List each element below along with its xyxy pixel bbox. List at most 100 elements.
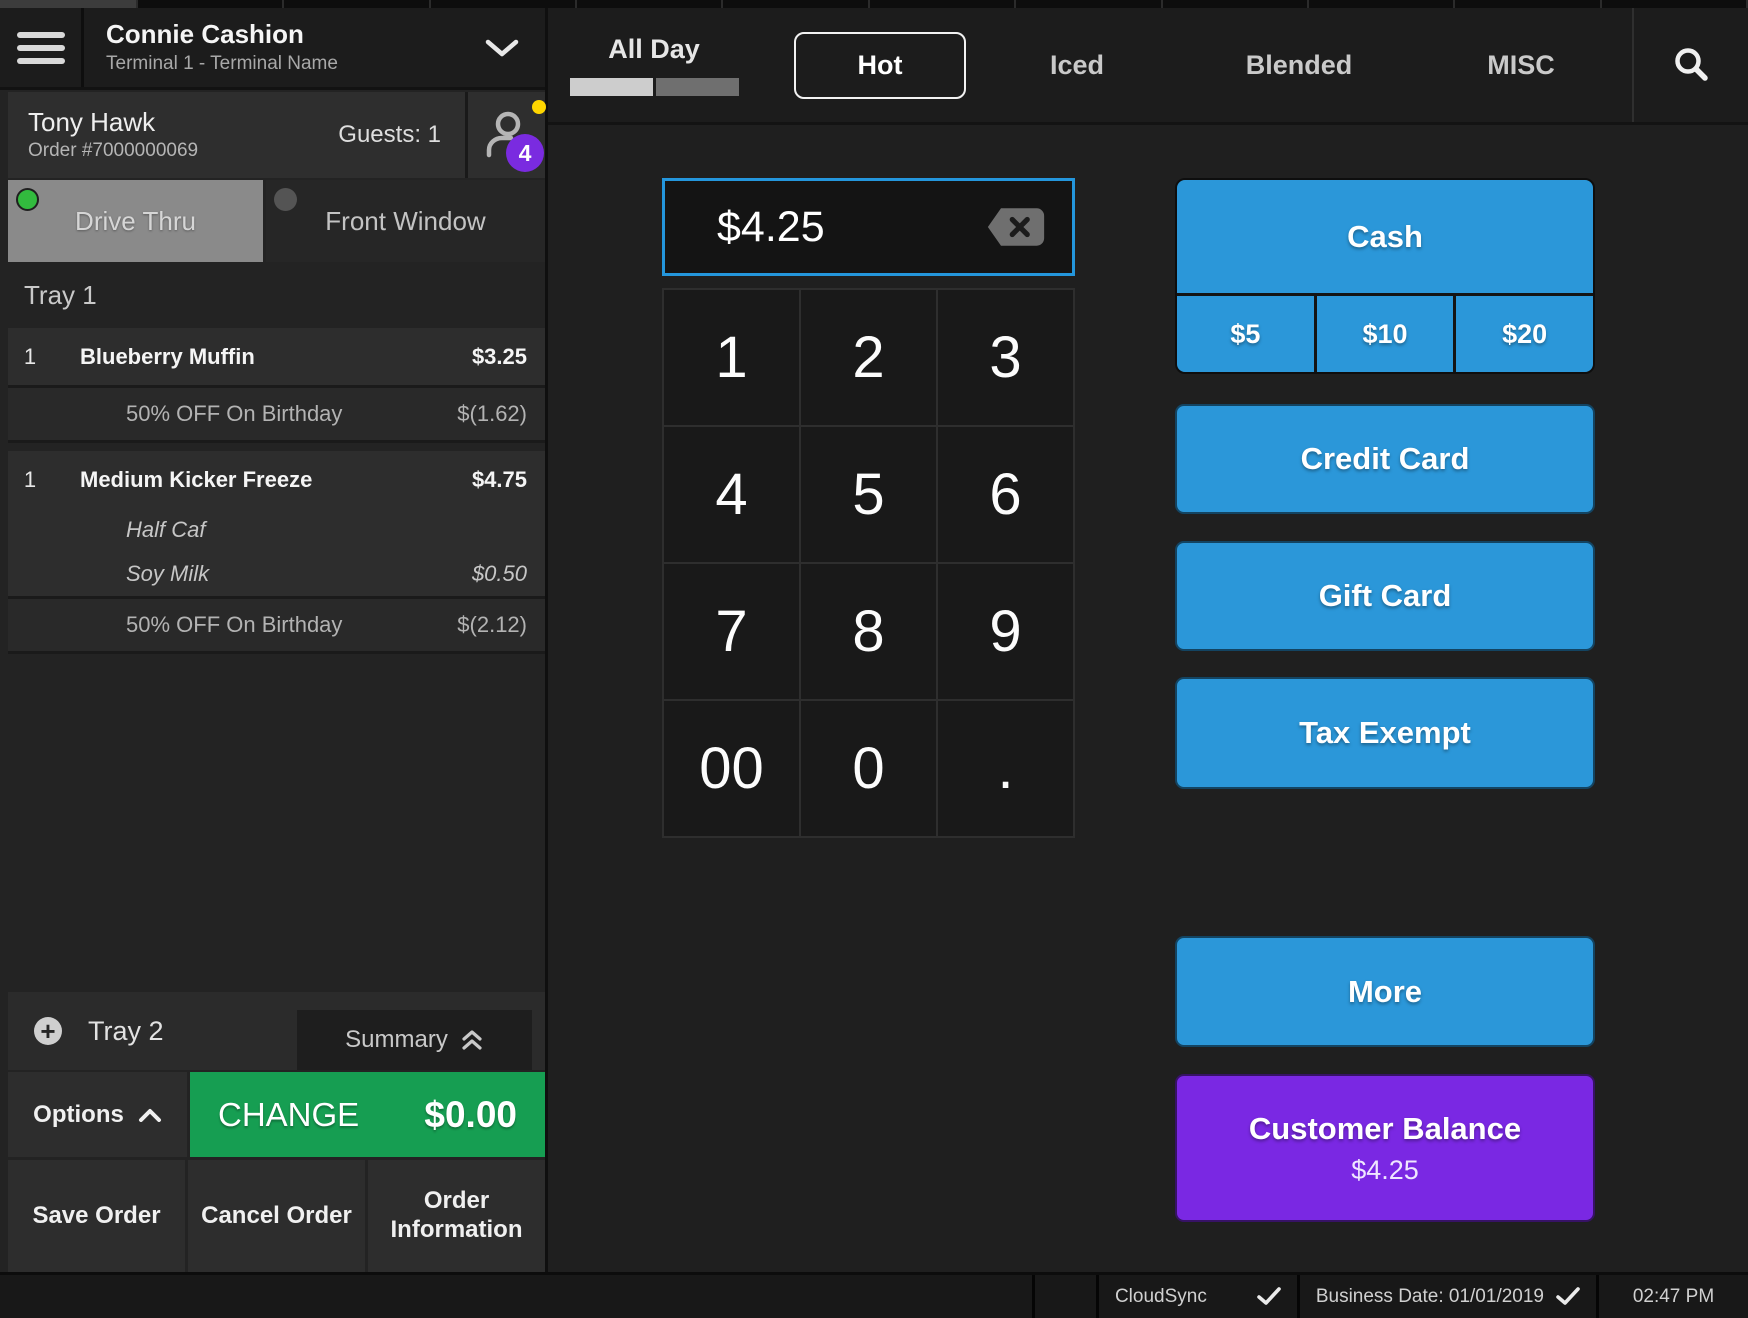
business-date-status: Business Date: 01/01/2019 xyxy=(1296,1275,1596,1318)
tab-misc[interactable]: MISC xyxy=(1487,49,1555,80)
progress-filled xyxy=(569,78,653,96)
tab-front-window[interactable]: Front Window xyxy=(266,180,545,262)
numpad-key-8[interactable]: 8 xyxy=(801,564,936,699)
tab-all-day[interactable]: All Day xyxy=(548,34,760,96)
page-strip-segment[interactable] xyxy=(284,0,431,8)
page-strip-segment[interactable] xyxy=(431,0,578,8)
terminal-title-block[interactable]: Connie Cashion Terminal 1 - Terminal Nam… xyxy=(106,19,338,75)
numpad-key-6[interactable]: 6 xyxy=(938,427,1073,562)
gift-card-button[interactable]: Gift Card xyxy=(1175,541,1595,651)
page-strip-segment[interactable] xyxy=(870,0,1017,8)
customer-balance-button[interactable]: Customer Balance $4.25 xyxy=(1175,1074,1595,1222)
order-item-group: 1 Medium Kicker Freeze $4.75 Half Caf So… xyxy=(8,451,545,654)
order-panel: Connie Cashion Terminal 1 - Terminal Nam… xyxy=(0,8,548,1272)
chevron-down-icon[interactable] xyxy=(485,39,519,57)
order-item-row[interactable]: 1 Blueberry Muffin $3.25 xyxy=(8,328,545,385)
item-discount-row[interactable]: 50% OFF On Birthday $(2.12) xyxy=(8,596,545,654)
denom-10-button[interactable]: $10 xyxy=(1313,296,1454,372)
tax-exempt-button[interactable]: Tax Exempt xyxy=(1175,677,1595,789)
discount-amount: $(2.12) xyxy=(457,612,527,637)
numpad-key-7[interactable]: 7 xyxy=(664,564,799,699)
tray-1-label: Tray 1 xyxy=(24,279,97,310)
discount-amount: $(1.62) xyxy=(457,401,527,426)
page-strip-segment[interactable] xyxy=(1016,0,1163,8)
save-order-button[interactable]: Save Order xyxy=(8,1160,185,1272)
order-type-tabs: Drive Thru Front Window xyxy=(8,180,545,262)
numpad-key-00[interactable]: 00 xyxy=(664,701,799,836)
numpad-key-5[interactable]: 5 xyxy=(801,427,936,562)
backspace-icon xyxy=(987,208,1045,246)
order-number: Order #7000000069 xyxy=(28,140,199,162)
tab-drive-thru[interactable]: Drive Thru xyxy=(8,180,263,262)
amount-input[interactable]: $4.25 xyxy=(662,178,1075,276)
cancel-order-button[interactable]: Cancel Order xyxy=(188,1160,365,1272)
order-item-row[interactable]: 1 Medium Kicker Freeze $4.75 xyxy=(8,451,545,508)
payment-content: $4.25 1 2 3 4 5 6 xyxy=(548,125,1748,1272)
tab-hot-selected[interactable]: Hot xyxy=(794,31,966,99)
options-button[interactable]: Options xyxy=(8,1072,187,1157)
page-strip-segment[interactable] xyxy=(138,0,285,8)
numpad-key-decimal[interactable]: . xyxy=(938,701,1073,836)
menu-button[interactable] xyxy=(0,8,84,87)
status-bar-spacer xyxy=(0,1275,1032,1318)
page-strip-segment[interactable] xyxy=(1455,0,1602,8)
order-information-button[interactable]: Order Information xyxy=(368,1160,545,1272)
notification-dot-icon xyxy=(532,100,546,114)
chevron-double-up-icon xyxy=(462,1030,482,1050)
page-strip-segment-active[interactable] xyxy=(0,0,138,8)
backspace-button[interactable] xyxy=(986,206,1046,248)
tab-iced[interactable]: Iced xyxy=(1049,49,1105,80)
terminal-label: Terminal 1 - Terminal Name xyxy=(106,53,338,75)
more-button[interactable]: More xyxy=(1175,936,1595,1047)
item-price: $4.75 xyxy=(471,466,527,492)
page-strip-segment[interactable] xyxy=(577,0,724,8)
add-tray-label: Tray 2 xyxy=(88,1015,164,1046)
page-strip-segment[interactable] xyxy=(1602,0,1748,8)
clock: 02:47 PM xyxy=(1596,1275,1748,1318)
order-actions-row: Save Order Cancel Order Order Informatio… xyxy=(8,1160,545,1272)
item-name: Blueberry Muffin xyxy=(80,343,255,369)
denom-20-button[interactable]: $20 xyxy=(1453,296,1593,372)
tab-blended[interactable]: Blended xyxy=(1245,49,1353,80)
credit-card-button[interactable]: Credit Card xyxy=(1175,404,1595,514)
amount-value: $4.25 xyxy=(717,202,825,251)
numpad-key-9[interactable]: 9 xyxy=(938,564,1073,699)
denom-5-button[interactable]: $5 xyxy=(1177,296,1314,372)
numpad-key-0[interactable]: 0 xyxy=(801,701,936,836)
item-name: Medium Kicker Freeze xyxy=(80,466,313,492)
item-price: $3.25 xyxy=(471,343,527,369)
customer-info: Tony Hawk Order #7000000069 xyxy=(28,107,198,163)
search-icon xyxy=(1675,48,1708,81)
summary-button[interactable]: Summary xyxy=(297,1010,532,1070)
numpad-key-4[interactable]: 4 xyxy=(664,427,799,562)
all-day-progress xyxy=(569,78,739,96)
numpad-key-2[interactable]: 2 xyxy=(801,290,936,425)
item-modifier-row[interactable]: Half Caf xyxy=(8,508,545,552)
numpad: 1 2 3 4 5 6 7 8 9 00 0 . xyxy=(662,288,1075,838)
all-day-label: All Day xyxy=(608,34,700,64)
numpad-key-1[interactable]: 1 xyxy=(664,290,799,425)
summary-label: Summary xyxy=(345,1026,448,1053)
item-modifier-row[interactable]: Soy Milk $0.50 xyxy=(8,552,545,596)
cashier-name: Connie Cashion xyxy=(106,19,304,50)
hamburger-icon xyxy=(16,31,65,64)
denomination-row: $5 $10 $20 xyxy=(1177,293,1593,372)
terminal-header: Connie Cashion Terminal 1 - Terminal Nam… xyxy=(0,8,545,90)
checkmark-icon xyxy=(1556,1287,1580,1305)
discount-label: 50% OFF On Birthday xyxy=(126,612,343,637)
page-strip-segment[interactable] xyxy=(723,0,870,8)
search-button[interactable] xyxy=(1632,8,1748,122)
page-strip-segment[interactable] xyxy=(1163,0,1309,8)
numpad-key-3[interactable]: 3 xyxy=(938,290,1073,425)
item-qty: 1 xyxy=(23,343,37,369)
cash-button[interactable]: Cash xyxy=(1177,180,1593,293)
add-tray-row[interactable]: + Tray 2 Summary xyxy=(8,992,545,1070)
tab-drive-thru-label: Drive Thru xyxy=(75,205,196,236)
item-discount-row[interactable]: 50% OFF On Birthday $(1.62) xyxy=(8,385,545,443)
customer-profile-button[interactable]: 4 xyxy=(465,92,546,178)
page-strip-segment[interactable] xyxy=(1309,0,1456,8)
customer-row[interactable]: Tony Hawk Order #7000000069 Guests: 1 4 xyxy=(8,92,546,178)
customer-balance-amount: $4.25 xyxy=(1351,1154,1419,1185)
options-label: Options xyxy=(33,1100,124,1128)
